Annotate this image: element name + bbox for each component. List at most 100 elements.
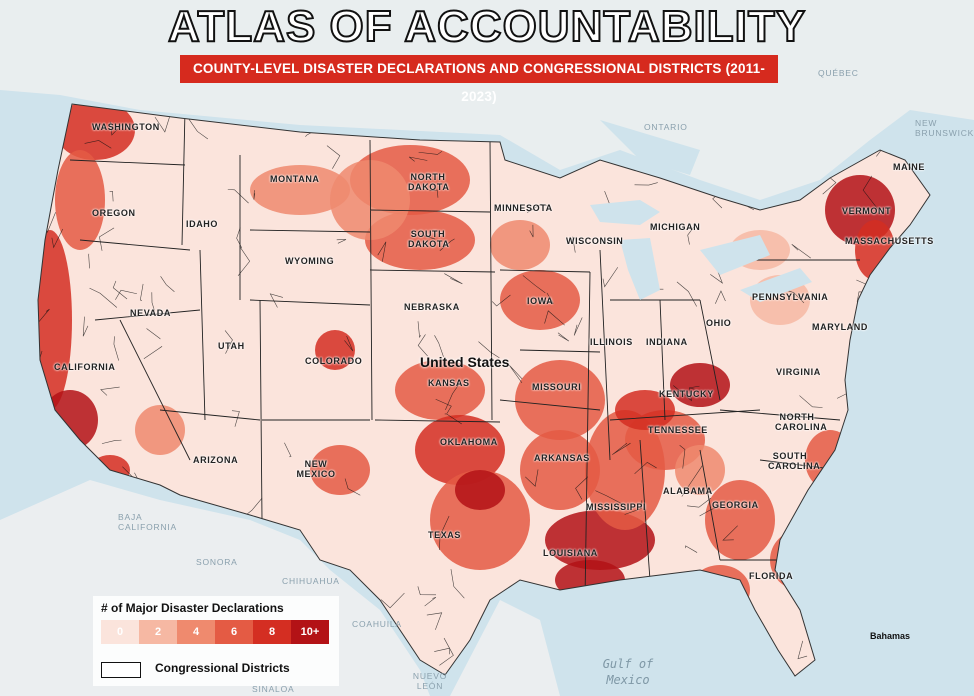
legend-title: # of Major Disaster Declarations [101,601,284,615]
district-boundary [557,332,570,342]
heat-patch [555,560,625,600]
label-quebec: QUÉBEC [818,68,859,78]
label-virginia: VIRGINIA [776,367,821,377]
district-boundary [409,156,428,162]
heat-patch [515,360,605,440]
district-boundary [491,294,511,307]
heat-patch [490,220,550,270]
district-boundary [417,321,421,338]
district-boundary [861,591,873,611]
label-georgia: GEORGIA [712,500,759,510]
district-boundary [151,292,155,311]
label-florida: FLORIDA [749,571,794,581]
label-kansas: KANSAS [428,378,470,388]
district-boundary [236,227,243,249]
label-north-dakota: NORTH DAKOTA [408,172,450,192]
district-boundary [679,445,686,469]
label-pennsylvania: PENNSYLVANIA [752,292,829,302]
label-maryland: MARYLAND [812,322,868,332]
label-oregon: OREGON [92,208,136,218]
label-mississippi: MISSISSIPPI [586,502,647,512]
label-tennessee: TENNESSEE [648,425,708,435]
district-boundary [154,116,170,133]
heat-patch [55,104,135,160]
label-arizona: ARIZONA [193,455,239,465]
label-bahamas: Bahamas [870,631,911,641]
district-boundary [269,293,283,308]
heat-patch [690,565,750,615]
heat-patch [42,390,98,450]
district-boundary [602,267,619,288]
district-boundary [870,542,889,558]
district-boundary [418,150,443,155]
label-iowa: IOWA [527,296,554,306]
district-boundary [685,545,698,553]
heat-patch [430,470,530,570]
label-wisconsin: WISCONSIN [566,236,624,246]
label-vermont: VERMONT [842,206,892,216]
district-boundary [860,444,868,452]
heat-patch [455,470,505,510]
district-boundary [88,253,90,269]
map-title: ATLAS OF ACCOUNTABILITY [167,1,807,52]
heat-patch [705,480,775,560]
label-gulf-of-mexico: Gulf of Mexico [602,657,654,687]
heat-patch [250,165,350,215]
district-boundary [112,280,128,300]
label-chihuahua: CHIHUAHUA [282,576,340,586]
heat-patch [38,230,72,410]
label-illinois: ILLINOIS [590,337,633,347]
district-boundary [143,346,163,360]
district-boundary [586,596,609,611]
district-boundary [336,239,347,244]
district-boundary [109,191,114,202]
label-colorado: COLORADO [305,356,363,366]
legend-bin-4: 8 [253,620,291,644]
district-boundary [525,469,539,487]
district-boundary [113,336,119,361]
label-louisiana: LOUISIANA [543,548,598,558]
district-boundary [231,410,240,427]
label-indiana: INDIANA [646,337,688,347]
heat-patch [615,390,675,430]
district-boundary [84,140,112,149]
district-boundary [160,276,175,292]
heat-patch [395,360,485,420]
district-boundary [344,335,354,352]
district-boundary [89,287,118,308]
district-boundary [797,640,808,660]
district-boundary [38,308,50,325]
legend-bin-0: 0 [101,620,139,644]
district-boundary [417,586,436,596]
district-boundary [522,275,546,294]
district-boundary [758,633,764,645]
label-sinaloa: SINALOA [252,684,295,694]
district-boundary [862,175,879,210]
label-south-carolina: SOUTH CAROLINA [768,451,821,471]
heat-patch [135,405,185,455]
district-boundary [687,226,695,245]
district-boundary [139,283,144,301]
district-boundary [612,442,631,455]
label-washington: WASHINGTON [92,122,160,132]
heat-patch [415,415,505,485]
district-boundary [434,335,444,357]
label-wyoming: WYOMING [285,256,335,266]
district-boundary [450,569,465,599]
district-boundary [716,622,724,652]
label-sonora: SONORA [196,557,238,567]
district-boundary [110,121,123,136]
legend-bin-1: 2 [139,620,177,644]
heat-patch [520,430,600,510]
district-boundary [237,246,251,276]
label-california: CALIFORNIA [54,362,116,372]
label-missouri: MISSOURI [532,382,582,392]
label-minnesota: MINNESOTA [494,203,553,213]
map-subtitle: COUNTY-LEVEL DISASTER DECLARATIONS AND C… [180,55,778,104]
district-boundary [478,341,500,359]
label-nuevo-leon: NUEVO LEÓN [412,671,448,691]
district-boundary [429,189,439,198]
district-boundary [439,238,455,251]
district-boundary [595,630,623,641]
